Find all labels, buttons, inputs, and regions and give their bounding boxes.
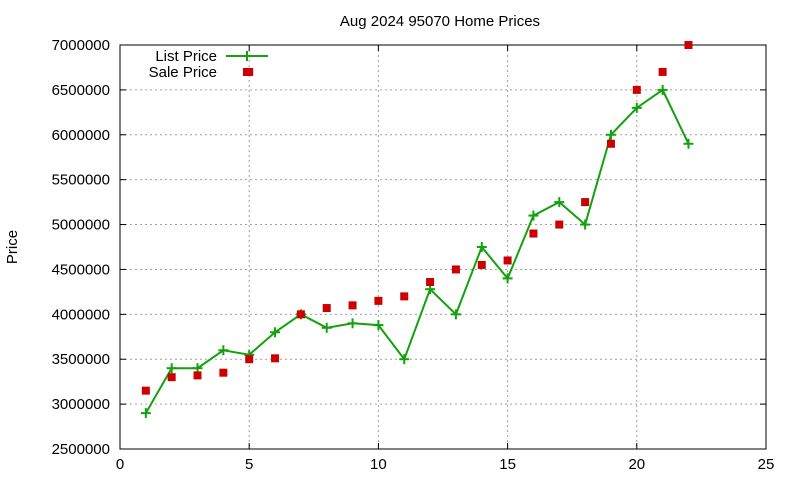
series-layer — [140, 41, 694, 419]
y-tick-label: 7000000 — [52, 37, 110, 54]
sale-price-point — [606, 139, 615, 148]
list-price-point — [631, 102, 642, 113]
list-price-point — [450, 309, 461, 320]
y-tick-label: 5000000 — [52, 217, 110, 234]
list-price-point — [580, 219, 591, 230]
sale-price-point — [555, 220, 564, 229]
sale-price-point — [296, 310, 305, 319]
x-tick-label: 15 — [499, 456, 516, 473]
sale-price-point — [451, 265, 460, 274]
list-price-point — [476, 242, 487, 252]
y-axis-label: Price — [4, 230, 21, 264]
sale-price-point — [581, 198, 590, 207]
sale-price-point — [529, 229, 538, 238]
sale-price-point — [245, 355, 254, 364]
list-price-point — [605, 129, 616, 140]
list-price-point — [321, 322, 332, 333]
sale-price-point — [374, 296, 383, 305]
sale-price-point — [219, 368, 228, 377]
y-tick-label: 3500000 — [52, 351, 110, 368]
sale-price-point — [400, 292, 409, 301]
sale-price-point — [271, 354, 280, 363]
list-price-point — [502, 273, 513, 284]
list-price-point — [140, 408, 151, 419]
y-tick-label: 3000000 — [52, 396, 110, 413]
list-price-point — [218, 345, 229, 356]
list-price-point — [166, 363, 177, 374]
list-price-point — [683, 138, 694, 149]
y-tick-label: 5500000 — [52, 172, 110, 189]
list-price-point — [373, 320, 384, 331]
legend-swatch-sale-price — [243, 68, 251, 76]
sale-price-point — [632, 85, 641, 94]
sale-price-point — [322, 304, 331, 313]
list-price-point — [399, 354, 410, 365]
list-price-point — [554, 197, 565, 208]
legend-label-list-price: List Price — [155, 48, 217, 65]
chart-title: Aug 2024 95070 Home Prices — [340, 13, 540, 30]
sale-price-point — [503, 256, 512, 265]
sale-price-point — [193, 371, 202, 380]
y-tick-label: 6500000 — [52, 82, 110, 99]
plot-frame — [119, 44, 767, 450]
x-tick-label: 10 — [370, 456, 387, 473]
legend-label-sale-price: Sale Price — [149, 64, 217, 81]
y-tick-label: 6000000 — [52, 127, 110, 144]
series-line-list-price — [144, 88, 690, 414]
y-tick-label: 4000000 — [52, 306, 110, 323]
sale-price-point — [167, 373, 176, 382]
x-tick-label: 20 — [628, 456, 645, 473]
grid — [120, 45, 766, 449]
y-tick-label: 2500000 — [52, 441, 110, 458]
x-tick-label: 5 — [245, 456, 253, 473]
list-price-point — [528, 210, 539, 221]
sale-price-point — [141, 386, 150, 395]
sale-price-point — [684, 41, 693, 49]
y-tick-label: 4500000 — [52, 261, 110, 278]
sale-price-point — [348, 301, 357, 310]
sale-price-point — [426, 278, 435, 287]
list-price-point — [270, 327, 281, 338]
axis-ticks: 0 5 10 15 20 25 2500000 3000000 3500000 4000000 45… — [52, 37, 775, 473]
x-tick-label: 0 — [116, 456, 124, 473]
sale-price-point — [477, 260, 486, 269]
list-price-point — [347, 318, 358, 329]
x-tick-label: 25 — [758, 456, 775, 473]
list-price-point — [657, 84, 668, 95]
sale-price-point — [658, 67, 667, 76]
